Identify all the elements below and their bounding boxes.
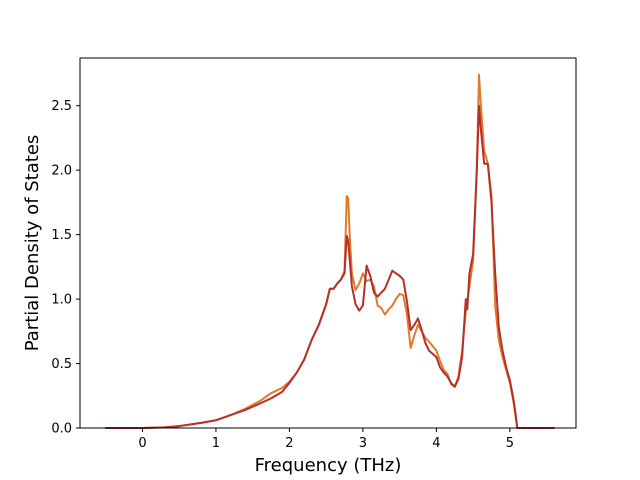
y-axis-label: Partial Density of States [22, 135, 43, 352]
y-tick-label: 1.5 [51, 228, 72, 243]
x-tick-label: 0 [138, 436, 146, 451]
axes-frame [79, 57, 577, 429]
y-tick-label: 2.5 [51, 99, 72, 114]
x-axis-label: Frequency (THz) [255, 455, 402, 476]
x-tick-label: 4 [432, 436, 440, 451]
x-tick-label: 2 [285, 436, 293, 451]
x-tick-label: 1 [212, 436, 220, 451]
y-axis-ticks: 0.0 0.5 1.0 1.5 2.0 2.5 [51, 99, 80, 437]
x-axis-ticks: 0 1 2 3 4 5 [138, 428, 514, 451]
y-tick-label: 2.0 [51, 164, 72, 179]
y-tick-label: 1.0 [51, 293, 72, 308]
x-tick-label: 3 [359, 436, 367, 451]
series-layer [104, 73, 555, 429]
y-tick-label: 0.0 [51, 422, 72, 437]
x-tick-label: 5 [506, 436, 514, 451]
plot-area [79, 57, 577, 429]
series-line-2 [104, 104, 555, 429]
y-tick-label: 0.5 [51, 357, 72, 372]
